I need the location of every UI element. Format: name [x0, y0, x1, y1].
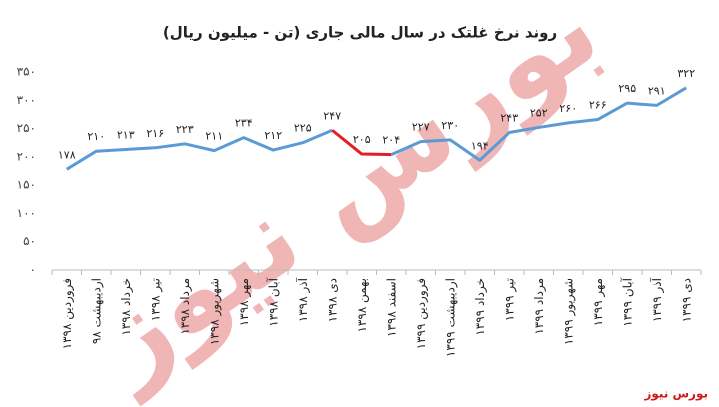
value-label: ۲۳۰ [441, 119, 459, 132]
source: بورس نیوز [643, 387, 708, 402]
value-label: ۲۵۲ [530, 106, 548, 119]
watermark: بورس نیوز [66, 0, 621, 407]
x-tick-label: اردیبهشت ۱۳۹۹ [443, 278, 458, 357]
line-series [65, 128, 333, 171]
y-tick-label: ۳۰۰ [17, 93, 36, 107]
x-tick-label: شهریور ۱۳۹۸ [207, 278, 222, 345]
x-tick-label: دی ۱۳۹۸ [325, 278, 339, 322]
value-label: ۲۱۰ [87, 130, 105, 143]
x-tick-label: مهر ۱۳۹۹ [591, 278, 606, 326]
x-tick-label: دی ۱۳۹۹ [679, 278, 693, 322]
x-tick-label: آذر ۱۳۹۹ [649, 277, 665, 322]
value-label: ۲۴۳ [500, 112, 518, 125]
y-tick-label: ۱۵۰ [17, 178, 36, 192]
x-tick-label: آذر ۱۳۹۸ [295, 277, 311, 322]
value-label: ۲۲۳ [176, 123, 194, 136]
x-tick-label: تیر ۱۳۹۸ [148, 278, 163, 321]
value-label: ۲۲۷ [412, 121, 430, 134]
x-tick-label: آبان ۱۳۹۸ [265, 277, 280, 326]
value-label: ۲۹۵ [618, 82, 636, 95]
value-label: ۲۰۴ [382, 134, 400, 147]
line-series [390, 86, 688, 162]
x-tick-label: مرداد ۱۳۹۸ [178, 278, 193, 335]
x-tick-label: اسفند ۱۳۹۸ [384, 278, 398, 337]
y-tick-label: ۲۵۰ [17, 121, 36, 135]
value-label: ۲۹۱ [648, 84, 666, 97]
x-tick-label: بهمن ۱۳۹۸ [355, 278, 370, 333]
value-label: ۲۲۵ [294, 122, 312, 135]
value-label: ۲۱۳ [117, 129, 135, 142]
y-tick-label: ۵۰ [23, 234, 36, 248]
x-tick-label: تیر ۱۳۹۹ [502, 278, 517, 321]
value-label: ۲۳۴ [235, 117, 253, 130]
value-label: ۲۰۵ [353, 133, 371, 146]
chart-title: روند نرخ غلتک در سال مالی جاری (تن - میل… [163, 24, 557, 42]
value-label: ۱۷۸ [58, 148, 76, 161]
x-tick-label: خرداد ۱۳۹۹ [473, 278, 488, 336]
x-tick-label: آبان ۱۳۹۹ [619, 277, 634, 326]
x-tick-label: مرداد ۱۳۹۹ [532, 278, 547, 335]
y-tick-label: ۱۰۰ [17, 206, 36, 220]
value-label: ۲۶۰ [559, 102, 577, 115]
value-label: ۲۶۶ [589, 99, 607, 112]
x-tick-label: فروردین ۱۳۹۹ [414, 278, 429, 349]
value-label: ۲۱۲ [264, 129, 282, 142]
x-tick-label: اردیبهشت ۹۸ [89, 278, 104, 344]
x-tick-label: شهریور ۱۳۹۹ [561, 278, 576, 345]
x-tick-label: مهر ۱۳۹۸ [237, 278, 252, 326]
value-label: ۲۴۷ [323, 109, 341, 122]
value-label: ۳۲۲ [677, 67, 695, 80]
y-tick-label: ۳۵۰ [17, 65, 36, 79]
y-tick-label: ۰ [30, 263, 36, 277]
line-series [331, 129, 392, 157]
value-label: ۲۱۱ [205, 130, 223, 143]
x-tick-label: خرداد ۱۳۹۸ [119, 278, 134, 336]
value-label: ۱۹۴ [471, 139, 489, 152]
value-label: ۲۱۶ [146, 127, 164, 140]
x-tick-label: فروردین ۱۳۹۸ [60, 278, 75, 349]
y-tick-label: ۲۰۰ [17, 149, 36, 163]
